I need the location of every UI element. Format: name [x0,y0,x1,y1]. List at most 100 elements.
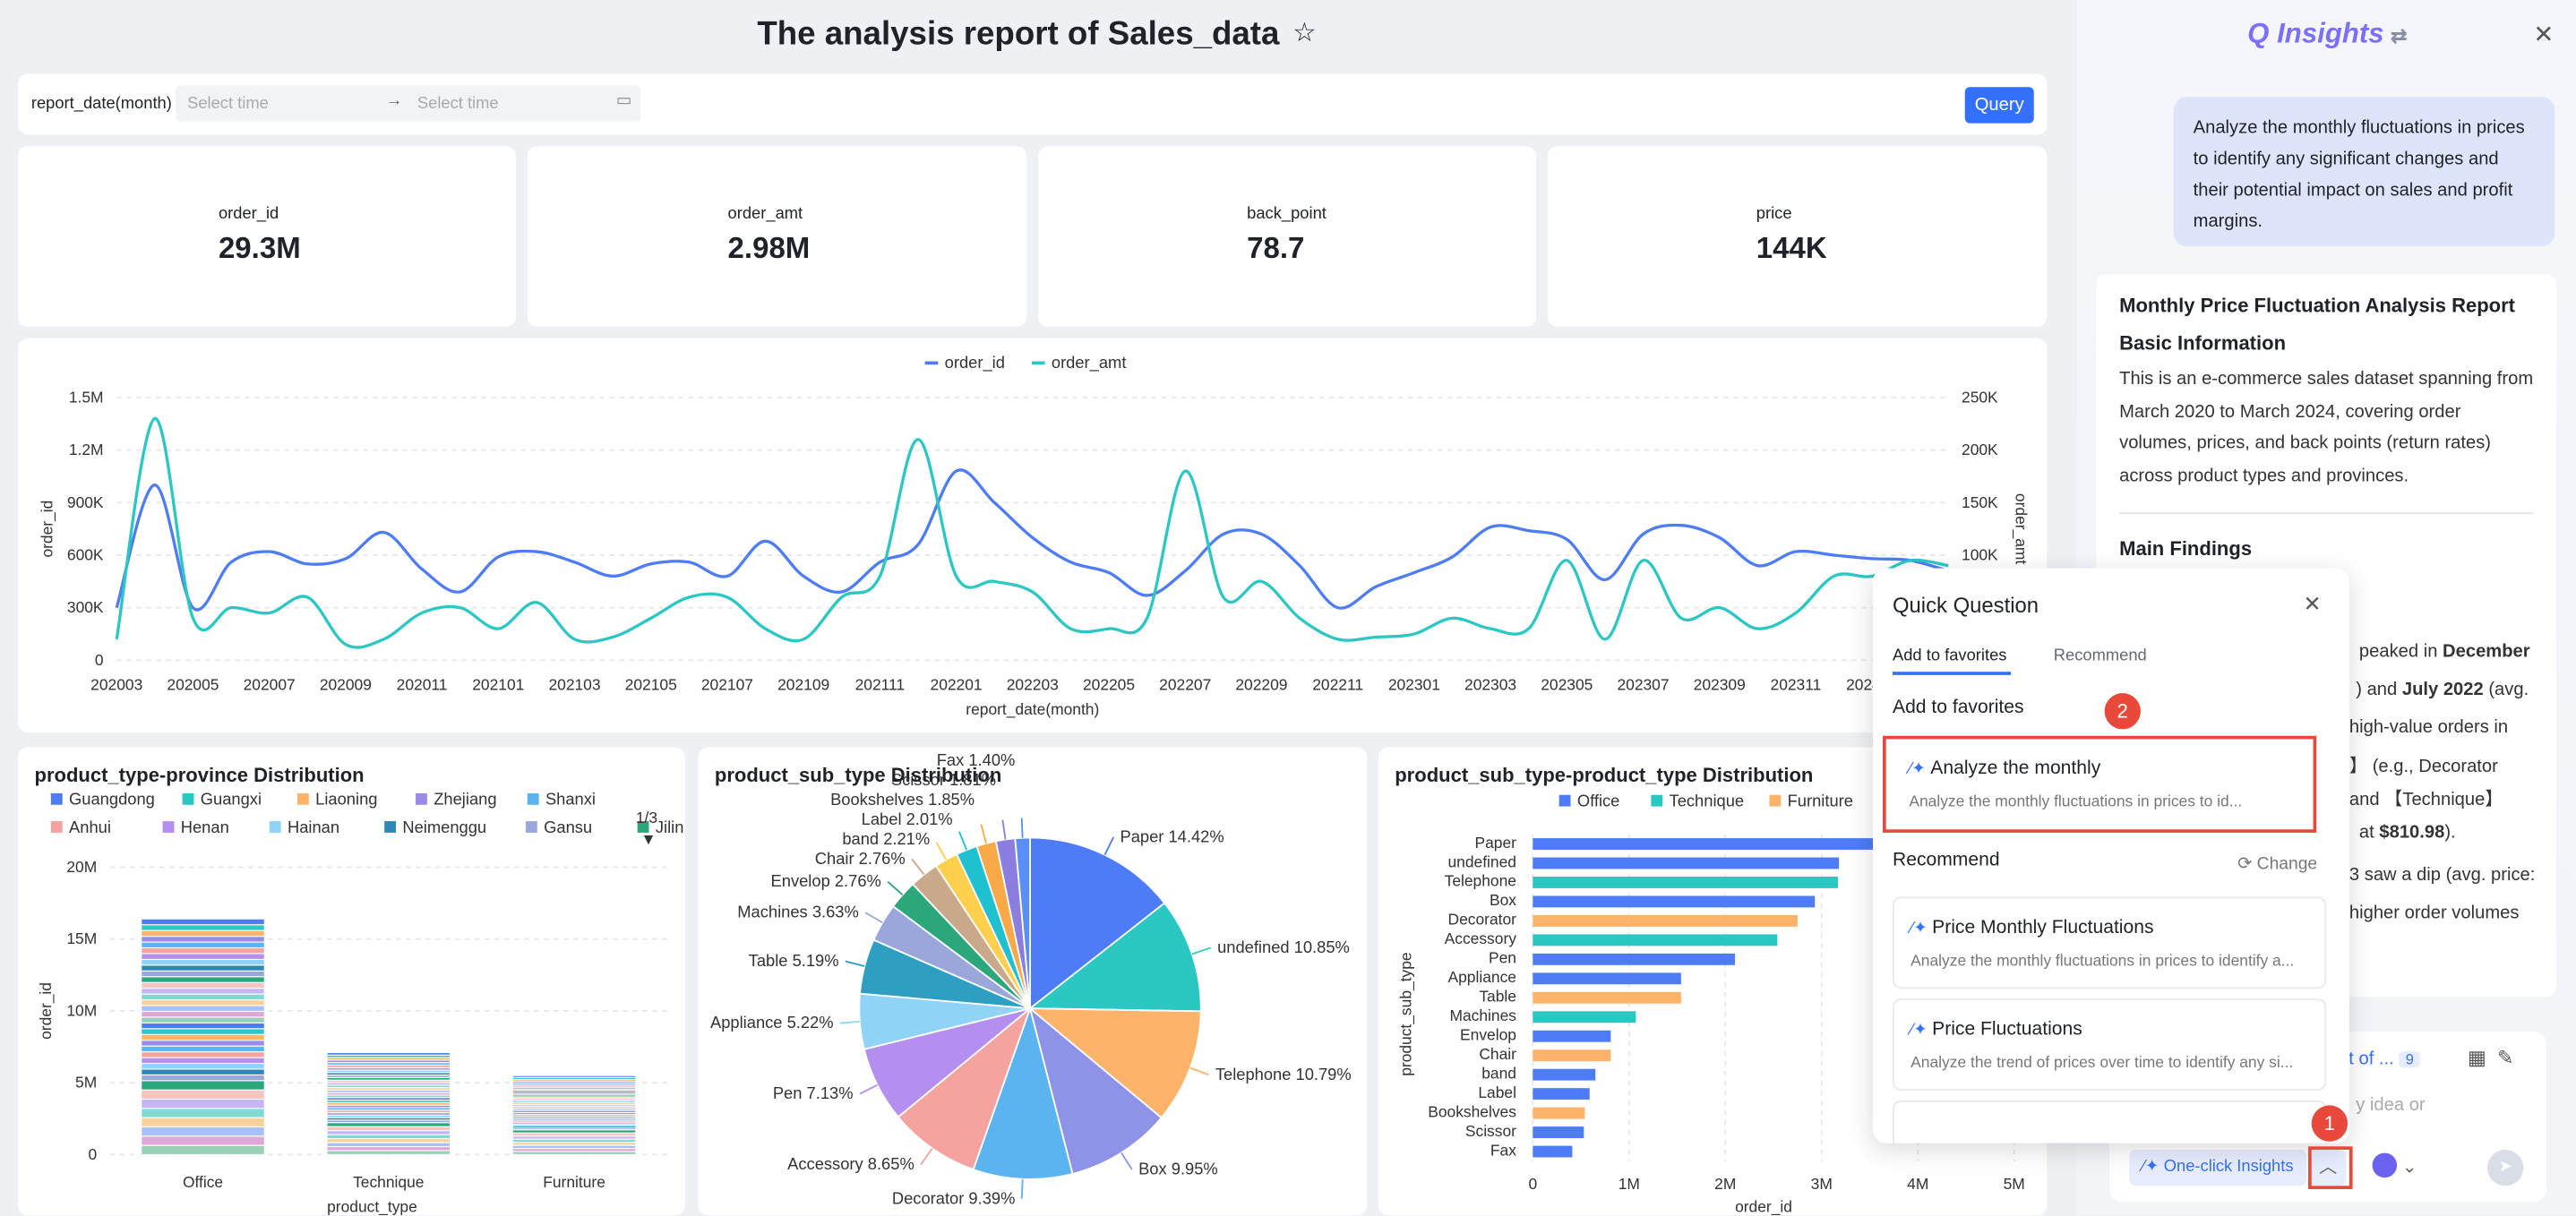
bar-segment [511,1075,637,1078]
legend-swatch [416,792,427,805]
leader-line [1001,819,1007,840]
bar-segment [141,988,265,995]
sparkle-icon: ⁄✦ [1911,1021,1928,1040]
bar-segment [141,993,265,1001]
swap-icon[interactable]: ⇄ [2390,24,2408,48]
bar-Table [1533,991,1681,1004]
y2-tick-label: 100K [1962,545,1998,563]
close-icon[interactable]: ✕ [2533,21,2555,50]
model-selector[interactable]: ⌄ [2372,1152,2417,1178]
slice-label: Accessory 8.65% [787,1154,914,1173]
kpi-label: back_point [1247,205,1327,224]
favorite-question[interactable]: ⁄✦ Analyze the monthly Analyze the monthl… [1893,739,2326,831]
y-tick-label: undefined [1447,852,1516,870]
question-title: ⁄✦ Price Fluctuations [1911,1020,2082,1040]
sparkle-icon: ⁄✦ [1911,920,1928,938]
legend-label: Liaoning [315,790,377,809]
chart-title: product_sub_type-product_type Distributi… [1395,763,1814,787]
leader-line [887,880,904,895]
x-tick-label: Furniture [543,1173,605,1191]
leader-line [1189,1066,1209,1076]
tab-add-to-favorites[interactable]: Add to favorites [1892,647,2007,665]
legend-label: Office [1577,792,1620,810]
kpi-value: 29.3M [218,231,301,265]
slice-label: Machines 3.63% [737,903,859,921]
finding-fragment: ) and July 2022 (avg. [2356,680,2529,700]
horizontal-bar-chart: Office Technique Furniture 0 1M 2M 3M 4M 5M order… [1397,792,2025,1216]
start-date-input[interactable]: Select time [187,95,269,114]
x-tick-label: 202309 [1694,675,1746,693]
tab-recommend[interactable]: Recommend [2053,647,2147,665]
stacked-bar-Technique [326,1051,451,1155]
bar-segment [141,1074,265,1082]
bar-segment [141,1068,265,1075]
stacked-bar-card: product_type-province Distribution Guang… [18,747,685,1216]
step-badge-2: 2 [2104,693,2141,730]
star-icon[interactable]: ☆ [1292,20,1317,48]
x-axis-label: order_id [1735,1198,1792,1216]
legend-swatch [527,792,539,805]
insights-logo: Q Insights ⇄ [2247,18,2408,50]
legend-label: Hainan [288,818,339,836]
dataset-reference[interactable]: rt of ... 9 [2343,1049,2421,1069]
y-axis-label: product_sub_type [1397,952,1415,1075]
bar-segment [141,1062,265,1070]
leader-line [1020,818,1024,838]
table-icon[interactable]: ▦ [2467,1046,2486,1070]
bar-segment [326,1130,451,1135]
bar-segment [326,1142,451,1148]
y-tick-label: 20M [66,858,97,876]
bar-segment [141,1022,265,1030]
x-axis-label: report_date(month) [966,700,1099,718]
legend-swatch [525,821,537,833]
y-tick-label: 1.5M [69,388,104,406]
bar-segment [141,999,265,1006]
query-button[interactable]: Query [1964,87,2034,124]
bar-Label [1533,1088,1590,1100]
x-tick-label: Technique [353,1173,424,1191]
send-button[interactable]: ➤ [2486,1149,2524,1186]
chart-title: product_sub_type Distribution [714,763,1002,787]
bar-segment [141,981,265,989]
slice-label: Fax 1.40% [937,750,1016,769]
legend-label: Technique [1670,792,1745,810]
x-tick-label: 202207 [1159,675,1211,693]
y-tick-label: Pen [1489,949,1516,967]
line-chart-card: order_idorder_amt0300K600K900K1.2M1.5M05… [18,338,2048,733]
pie-slice-Box [1028,1006,1163,1176]
close-icon[interactable]: ✕ [2303,591,2322,616]
y-tick-label: Chair [1479,1045,1516,1063]
leader-line [864,912,883,924]
bar-Scissor [1533,1126,1584,1139]
slice-label: Appliance 5.22% [710,1013,834,1032]
y-tick-label: 1.2M [69,441,104,458]
bar-Box [1533,895,1816,908]
chevron-up-icon[interactable]: ︿ [2309,1149,2347,1186]
change-button[interactable]: ⟳ Change [2237,853,2318,874]
recommend-question[interactable]: ⁄✦ Price Monthly Fluctuations Analyze the… [1892,896,2327,989]
slice-label: band 2.21% [842,829,930,848]
legend-swatch [637,821,649,833]
bar-Decorator [1533,914,1798,927]
chat-input-placeholder[interactable]: y idea or [2356,1095,2426,1116]
one-click-insights-button[interactable]: ⁄✦ One-click Insights [2129,1149,2307,1186]
y-axis-label: order_id [39,501,56,558]
leader-line [839,1020,860,1024]
calendar-icon[interactable]: ▭ [615,91,632,110]
date-range-picker[interactable]: Select time → Select time ▭ [176,85,641,122]
y2-axis-label: order_amt [2013,493,2031,564]
bar-segment [141,924,265,931]
line-chart: order_idorder_amt0300K600K900K1.2M1.5M05… [39,353,2031,718]
edit-icon[interactable]: ✎ [2496,1046,2514,1070]
recommend-question[interactable] [1892,1100,2327,1143]
recommend-question[interactable]: ⁄✦ Price Fluctuations Analyze the trend o… [1892,998,2327,1091]
bar-segment [141,958,265,966]
end-date-input[interactable]: Select time [416,95,499,114]
x-tick-label: 202109 [777,675,829,693]
y-tick-label: Label [1478,1083,1516,1101]
x-tick-label: 202111 [855,675,906,693]
y-tick-label: 0 [89,1145,98,1163]
report-heading: Monthly Price Fluctuation Analysis Repor… [2119,294,2516,318]
kpi-card-back-point: back_point 78.7 [1038,146,1536,328]
question-title: ⁄✦ Analyze the monthly [1909,758,2101,779]
